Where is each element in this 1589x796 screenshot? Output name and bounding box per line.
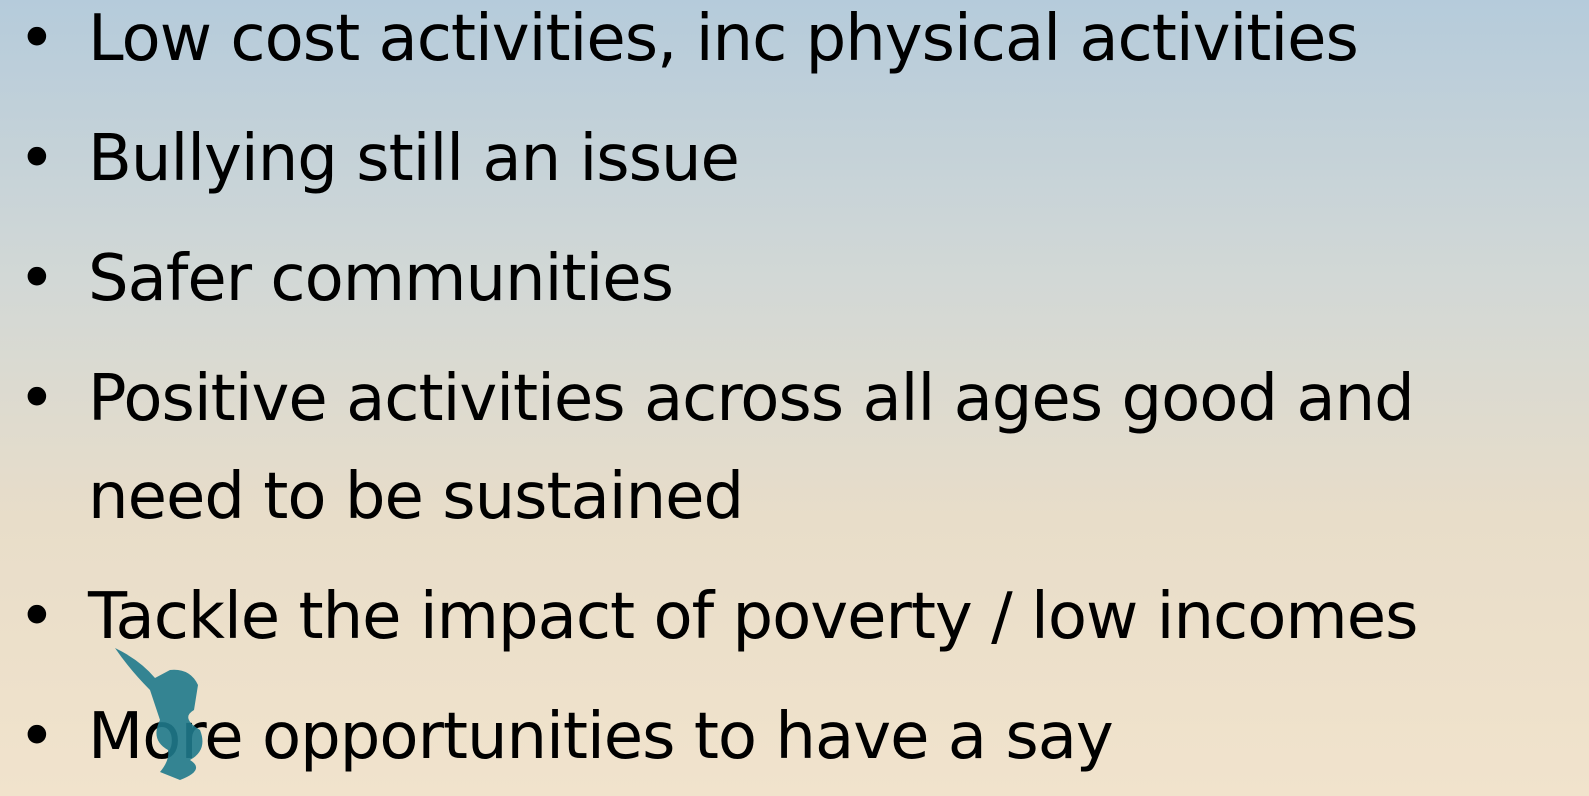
bullet: More opportunities to have a say bbox=[0, 688, 1589, 786]
bullet: Safer communities bbox=[0, 230, 1589, 328]
bullet: Tackle the impact of poverty / low incom… bbox=[0, 568, 1589, 666]
figure-icon bbox=[115, 648, 203, 780]
bullet: Positive activities across all ages good… bbox=[0, 350, 1538, 546]
bullet: Low cost activities, inc physical activi… bbox=[0, 0, 1589, 88]
bullet: Bullying still an issue bbox=[0, 110, 1589, 208]
